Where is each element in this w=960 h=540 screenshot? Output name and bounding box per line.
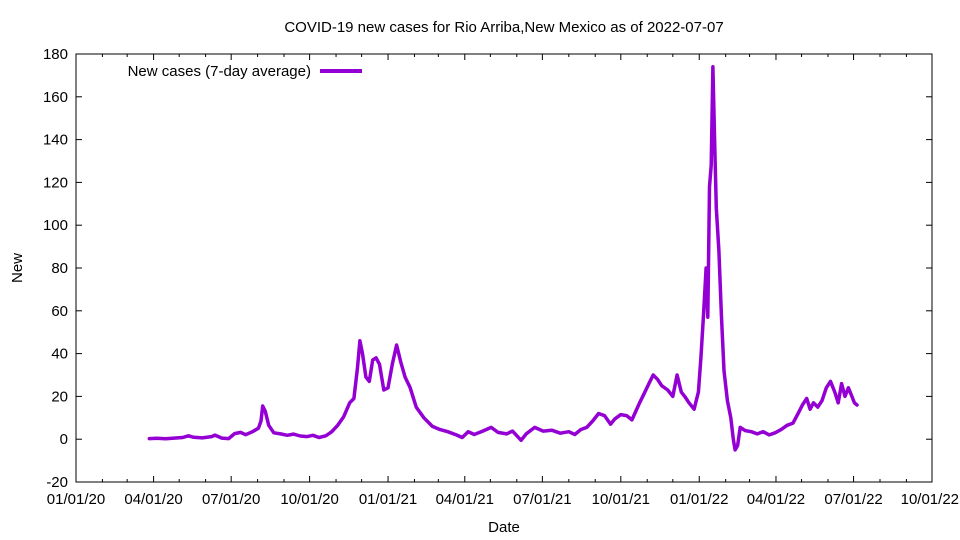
- x-tick-label: 10/01/21: [592, 491, 650, 508]
- plot-frame: [75, 53, 933, 483]
- y-axis: -20 0 20 40 60 80 100 120 140 160 180: [43, 46, 932, 491]
- y-tick-label: 180: [43, 46, 68, 63]
- legend: New cases (7-day average): [128, 63, 362, 80]
- x-tick-label: 07/01/21: [513, 491, 571, 508]
- y-tick-label: 140: [43, 132, 68, 149]
- x-tick-label: 04/01/21: [436, 491, 494, 508]
- y-tick-label: 0: [60, 431, 68, 448]
- x-axis-label: Date: [488, 519, 520, 536]
- y-tick-label: -20: [46, 474, 68, 491]
- y-tick-label: 20: [51, 388, 68, 405]
- x-tick-label: 10/01/22: [901, 491, 959, 508]
- series-layer: [147, 65, 859, 452]
- x-tick-label: 01/01/22: [670, 491, 728, 508]
- x-tick-label: 04/01/22: [747, 491, 805, 508]
- y-tick-label: 160: [43, 89, 68, 106]
- x-tick-label: 07/01/22: [824, 491, 882, 508]
- series-line: [147, 65, 859, 452]
- y-tick-label: 120: [43, 174, 68, 191]
- y-tick-label: 100: [43, 217, 68, 234]
- y-axis-label: New: [9, 253, 26, 283]
- legend-label: New cases (7-day average): [128, 63, 311, 80]
- x-tick-label: 10/01/20: [280, 491, 338, 508]
- y-tick-label: 40: [51, 346, 68, 363]
- y-tick-label: 60: [51, 303, 68, 320]
- y-tick-label: 80: [51, 260, 68, 277]
- x-tick-label: 01/01/20: [47, 491, 105, 508]
- chart-title: COVID-19 new cases for Rio Arriba,New Me…: [284, 19, 723, 36]
- x-axis: 01/01/20 04/01/20 07/01/20 10/01/20 01/01/21…: [47, 54, 959, 508]
- x-tick-label: 07/01/20: [202, 491, 260, 508]
- x-tick-label: 01/01/21: [359, 491, 417, 508]
- x-tick-label: 04/01/20: [124, 491, 182, 508]
